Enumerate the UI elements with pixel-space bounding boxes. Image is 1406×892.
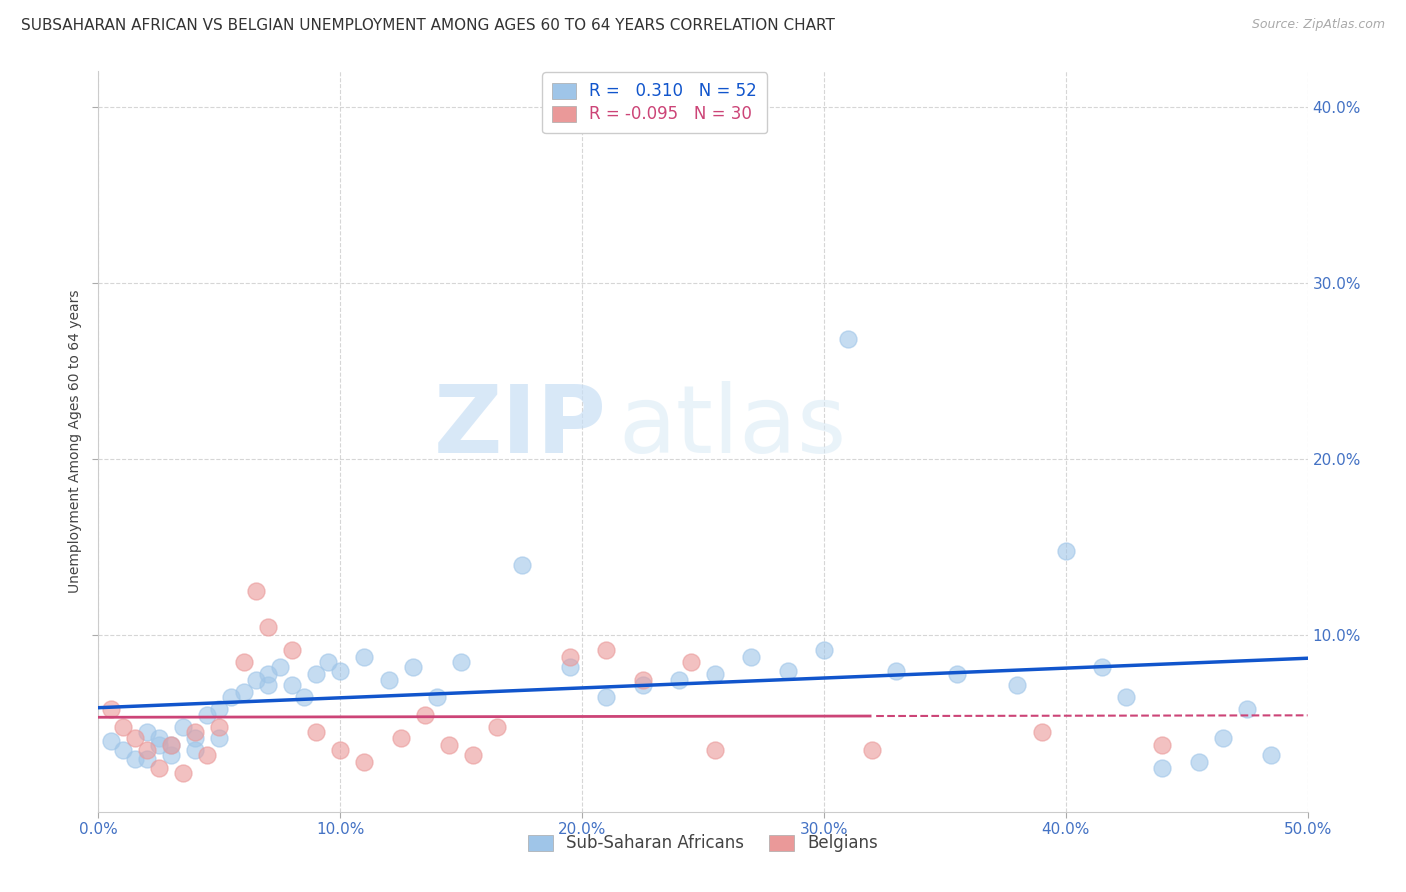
- Point: [124, 731, 146, 745]
- Point: [184, 743, 207, 757]
- Point: [221, 690, 243, 705]
- Point: [160, 738, 183, 752]
- Point: [1054, 544, 1077, 558]
- Point: [595, 690, 617, 705]
- Point: [450, 655, 472, 669]
- Text: ZIP: ZIP: [433, 381, 606, 473]
- Point: [704, 743, 727, 757]
- Point: [135, 752, 157, 766]
- Point: [1212, 731, 1234, 745]
- Point: [426, 690, 449, 705]
- Point: [316, 655, 339, 669]
- Point: [1260, 748, 1282, 763]
- Point: [305, 667, 328, 681]
- Point: [256, 619, 278, 633]
- Point: [172, 720, 194, 734]
- Point: [148, 738, 170, 752]
- Point: [776, 664, 799, 678]
- Point: [486, 720, 509, 734]
- Point: [1152, 761, 1174, 775]
- Point: [292, 690, 315, 705]
- Point: [1091, 660, 1114, 674]
- Point: [160, 748, 183, 763]
- Point: [631, 678, 654, 692]
- Point: [281, 642, 304, 657]
- Point: [377, 673, 399, 687]
- Point: [232, 685, 254, 699]
- Point: [389, 731, 412, 745]
- Point: [100, 702, 122, 716]
- Point: [1236, 702, 1258, 716]
- Point: [281, 678, 304, 692]
- Point: [1115, 690, 1137, 705]
- Point: [269, 660, 291, 674]
- Point: [329, 743, 352, 757]
- Point: [510, 558, 533, 572]
- Point: [256, 667, 278, 681]
- Point: [1007, 678, 1029, 692]
- Point: [184, 731, 207, 745]
- Point: [256, 678, 278, 692]
- Point: [886, 664, 908, 678]
- Point: [329, 664, 352, 678]
- Point: [679, 655, 702, 669]
- Point: [305, 725, 328, 739]
- Point: [668, 673, 690, 687]
- Point: [402, 660, 425, 674]
- Point: [413, 707, 436, 722]
- Point: [208, 720, 231, 734]
- Point: [135, 743, 157, 757]
- Point: [195, 707, 218, 722]
- Point: [111, 743, 134, 757]
- Point: [184, 725, 207, 739]
- Point: [353, 649, 375, 664]
- Legend: Sub-Saharan Africans, Belgians: Sub-Saharan Africans, Belgians: [522, 828, 884, 859]
- Point: [860, 743, 883, 757]
- Point: [245, 673, 267, 687]
- Point: [245, 584, 267, 599]
- Point: [148, 761, 170, 775]
- Point: [100, 734, 122, 748]
- Point: [595, 642, 617, 657]
- Point: [135, 725, 157, 739]
- Point: [208, 731, 231, 745]
- Point: [813, 642, 835, 657]
- Point: [172, 766, 194, 780]
- Point: [740, 649, 762, 664]
- Point: [837, 332, 859, 346]
- Point: [160, 738, 183, 752]
- Point: [437, 738, 460, 752]
- Text: Source: ZipAtlas.com: Source: ZipAtlas.com: [1251, 18, 1385, 31]
- Point: [463, 748, 485, 763]
- Point: [704, 667, 727, 681]
- Y-axis label: Unemployment Among Ages 60 to 64 years: Unemployment Among Ages 60 to 64 years: [67, 290, 82, 593]
- Point: [558, 649, 581, 664]
- Point: [195, 748, 218, 763]
- Point: [232, 655, 254, 669]
- Point: [558, 660, 581, 674]
- Point: [631, 673, 654, 687]
- Point: [148, 731, 170, 745]
- Point: [1188, 756, 1211, 770]
- Point: [208, 702, 231, 716]
- Point: [1152, 738, 1174, 752]
- Text: atlas: atlas: [619, 381, 846, 473]
- Point: [1031, 725, 1053, 739]
- Text: SUBSAHARAN AFRICAN VS BELGIAN UNEMPLOYMENT AMONG AGES 60 TO 64 YEARS CORRELATION: SUBSAHARAN AFRICAN VS BELGIAN UNEMPLOYME…: [21, 18, 835, 33]
- Point: [946, 667, 969, 681]
- Point: [353, 756, 375, 770]
- Point: [124, 752, 146, 766]
- Point: [111, 720, 134, 734]
